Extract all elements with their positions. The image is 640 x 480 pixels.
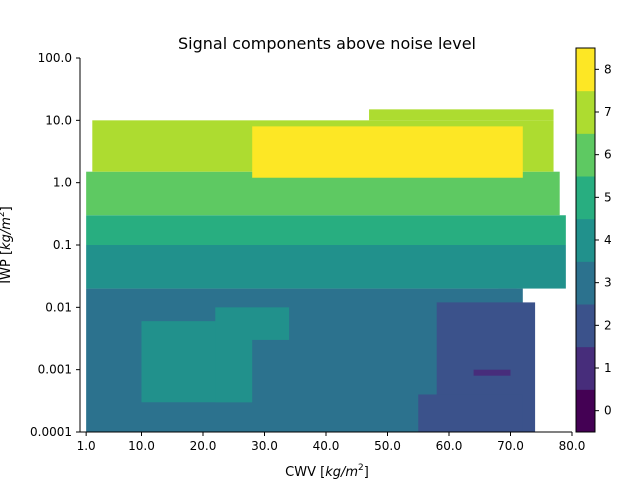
heatmap-cell: [86, 245, 566, 289]
colorbar-tick-label: 7: [604, 105, 612, 119]
colorbar-segment: [576, 48, 595, 92]
x-tick-label: 50.0: [374, 439, 401, 453]
colorbar-tick-label: 1: [604, 361, 612, 375]
x-tick-label: 1.0: [77, 439, 96, 453]
colorbar-segment: [576, 176, 595, 220]
colorbar-segment: [576, 133, 595, 177]
x-axis-label: CWV [kg/m2]: [285, 463, 369, 480]
x-tick-label: 30.0: [251, 439, 278, 453]
colorbar-ticks: 0 1 2 3 4 5 6 7 8: [595, 62, 612, 418]
colorbar-tick-label: 0: [604, 404, 612, 418]
y-ticks: 0.0001 0.001 0.01 0.1 1.0 10.0 100.0: [30, 51, 80, 439]
x-tick-label: 40.0: [313, 439, 340, 453]
heatmap-cell: [86, 215, 566, 245]
heatmap-cell: [86, 171, 560, 216]
y-axis-label: IWP [kg/m2]: [0, 206, 14, 283]
y-tick-label: 10.0: [45, 113, 72, 127]
x-tick-label: 70.0: [497, 439, 524, 453]
heatmap-cell: [252, 339, 376, 414]
colorbar-segment: [576, 346, 595, 390]
heatmap-cell: [369, 109, 554, 121]
y-tick-label: 0.001: [38, 363, 72, 377]
chart-title: Signal components above noise level: [178, 34, 476, 53]
colorbar-segment: [576, 261, 595, 305]
colorbar-tick-label: 4: [604, 233, 612, 247]
colorbar-segment: [576, 389, 595, 433]
y-tick-label: 0.01: [45, 300, 72, 314]
colorbar-tick-label: 6: [604, 148, 612, 162]
x-tick-label: 60.0: [436, 439, 463, 453]
colorbar: [575, 47, 596, 433]
heatmap-cell: [252, 126, 523, 178]
x-tick-label: 80.0: [559, 439, 586, 453]
y-tick-label: 0.0001: [30, 425, 72, 439]
colorbar-segment: [576, 90, 595, 134]
colorbar-segment: [576, 218, 595, 262]
colorbar-tick-label: 2: [604, 318, 612, 332]
colorbar-tick-label: 5: [604, 190, 612, 204]
y-tick-label: 100.0: [38, 51, 72, 65]
colorbar-tick-label: 3: [604, 276, 612, 290]
heatmap-cell: [418, 394, 523, 432]
y-tick-label: 1.0: [53, 176, 72, 190]
x-tick-label: 10.0: [128, 439, 155, 453]
colorbar-segment: [576, 304, 595, 348]
heatmap-cell: [473, 369, 511, 376]
x-tick-label: 20.0: [190, 439, 217, 453]
colorbar-tick-label: 8: [604, 62, 612, 76]
x-ticks: 1.0 10.0 20.0 30.0 40.0 50.0 60.0 70.0 80.0: [77, 432, 586, 453]
y-tick-label: 0.1: [53, 238, 72, 252]
heatmap-cells: [86, 109, 566, 432]
